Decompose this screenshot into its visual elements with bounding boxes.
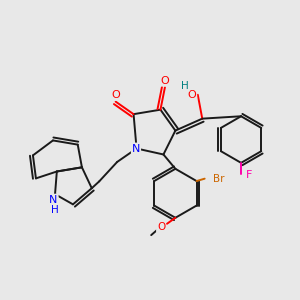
Text: H: H [182,81,189,91]
Text: O: O [157,222,165,232]
Text: Br: Br [213,174,224,184]
Text: H: H [51,205,59,215]
Text: N: N [132,143,140,154]
Text: O: O [111,90,120,100]
Text: N: N [50,195,58,205]
Text: F: F [246,170,253,180]
Text: O: O [188,90,196,100]
Text: O: O [160,76,169,86]
